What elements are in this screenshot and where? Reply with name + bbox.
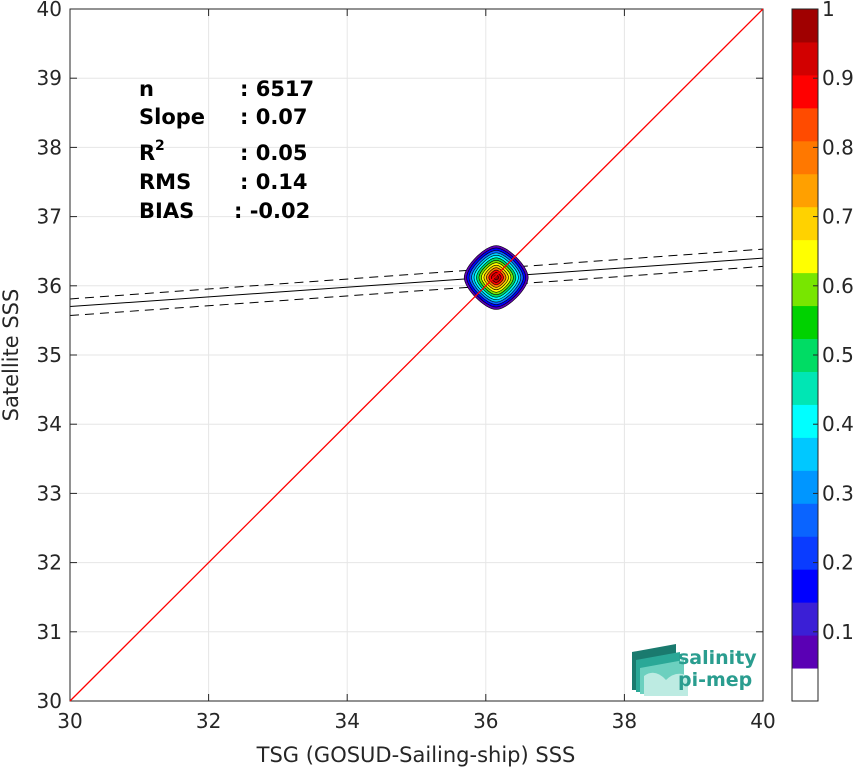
y-tick-label: 33: [37, 481, 62, 505]
colorbar-tick-label: 0.2: [822, 551, 854, 575]
logo-text-line1: salinity: [678, 647, 757, 669]
colorbar-segment: [792, 371, 818, 405]
colorbar-segment: [792, 239, 818, 274]
colorbar-tick-label: 1: [822, 0, 835, 21]
colorbar-segment: [792, 41, 818, 76]
colorbar-tick-label: 0.9: [822, 66, 854, 90]
colorbar-segment: [792, 668, 818, 702]
stat-r2-label: R: [139, 141, 155, 165]
colorbar-tick-label: 0.6: [822, 274, 854, 298]
identity-line: [69, 8, 764, 702]
colorbar-segment: [792, 272, 818, 307]
colorbar-segment: [792, 173, 818, 208]
colorbar-segment: [792, 602, 818, 636]
stat-r2-superscript: 2: [155, 138, 165, 154]
confidence-upper-line: [69, 248, 764, 300]
colorbar-segment: [792, 140, 818, 175]
regression-fit-line: [69, 257, 764, 308]
colorbar-segment: [792, 107, 818, 142]
colorbar-segment: [792, 635, 818, 669]
x-tick-label: 32: [196, 709, 221, 733]
y-tick-label: 38: [37, 135, 62, 159]
x-axis-title: TSG (GOSUD-Sailing-ship) SSS: [256, 743, 576, 767]
colorbar-tick-label: 0.3: [822, 481, 854, 505]
colorbar-segment: [792, 206, 818, 241]
colorbar-tick-label: 0.7: [822, 205, 854, 229]
stat-bias-label: BIAS: [139, 199, 194, 223]
colorbar-segment: [792, 569, 818, 603]
x-tick-label: 40: [750, 709, 775, 733]
stat-rms-value: : 0.14: [240, 170, 308, 194]
colorbar-tick-label: 0.8: [822, 135, 854, 159]
y-axis-title: Satellite SSS: [0, 289, 23, 422]
y-tick-label: 35: [37, 343, 62, 367]
confidence-lower-line: [69, 265, 764, 317]
stat-n-value: : 6517: [240, 77, 314, 101]
x-tick-label: 34: [334, 709, 359, 733]
stat-slope-value: : 0.07: [240, 105, 308, 129]
x-tick-label: 36: [473, 709, 498, 733]
stat-slope-label: Slope: [139, 105, 205, 129]
colorbar-segment: [792, 503, 818, 537]
y-tick-label: 34: [37, 412, 62, 436]
x-tick-label: 30: [57, 709, 82, 733]
salinity-pi-mep-logo: salinity pi-mep: [632, 644, 757, 696]
colorbar-segment: [792, 470, 818, 504]
y-tick-label: 32: [37, 551, 62, 575]
colorbar-segment: [792, 9, 818, 43]
colorbar-tick-label: 0.5: [822, 343, 854, 367]
stats-box: n : 6517 Slope : 0.07 R 2 : 0.05 RMS : 0…: [139, 77, 314, 223]
colorbar-segment: [792, 437, 818, 471]
x-axis-ticks: 30 32 34 36 38 40: [57, 9, 776, 733]
colorbar-segment: [792, 404, 818, 438]
stat-r2-value: : 0.05: [240, 141, 308, 165]
density-contours: [463, 245, 529, 310]
x-tick-label: 38: [612, 709, 637, 733]
y-tick-label: 30: [37, 689, 62, 713]
regression-lines: [69, 248, 764, 317]
colorbar: [791, 8, 819, 702]
y-tick-label: 39: [37, 66, 62, 90]
y-tick-label: 31: [37, 620, 62, 644]
stat-n-label: n: [139, 77, 154, 101]
y-tick-label: 40: [37, 0, 62, 21]
colorbar-segment: [792, 536, 818, 570]
y-tick-label: 37: [37, 205, 62, 229]
logo-text-line2: pi-mep: [678, 669, 752, 691]
y-axis-ticks: 30 31 32 33 34 35 36 37 38 39 40: [37, 0, 763, 713]
colorbar-tick-label: 0.4: [822, 412, 854, 436]
colorbar-tick-label: 0.1: [822, 620, 854, 644]
colorbar-ticks: 0.1 0.2 0.3 0.4 0.5 0.6 0.7 0.8 0.9 1: [813, 0, 854, 644]
y-tick-label: 36: [37, 274, 62, 298]
stat-bias-value: : -0.02: [234, 199, 310, 223]
colorbar-segment: [792, 305, 818, 340]
colorbar-segment: [792, 74, 818, 109]
stat-rms-label: RMS: [139, 170, 191, 194]
logo-wave-icon: [632, 644, 688, 696]
